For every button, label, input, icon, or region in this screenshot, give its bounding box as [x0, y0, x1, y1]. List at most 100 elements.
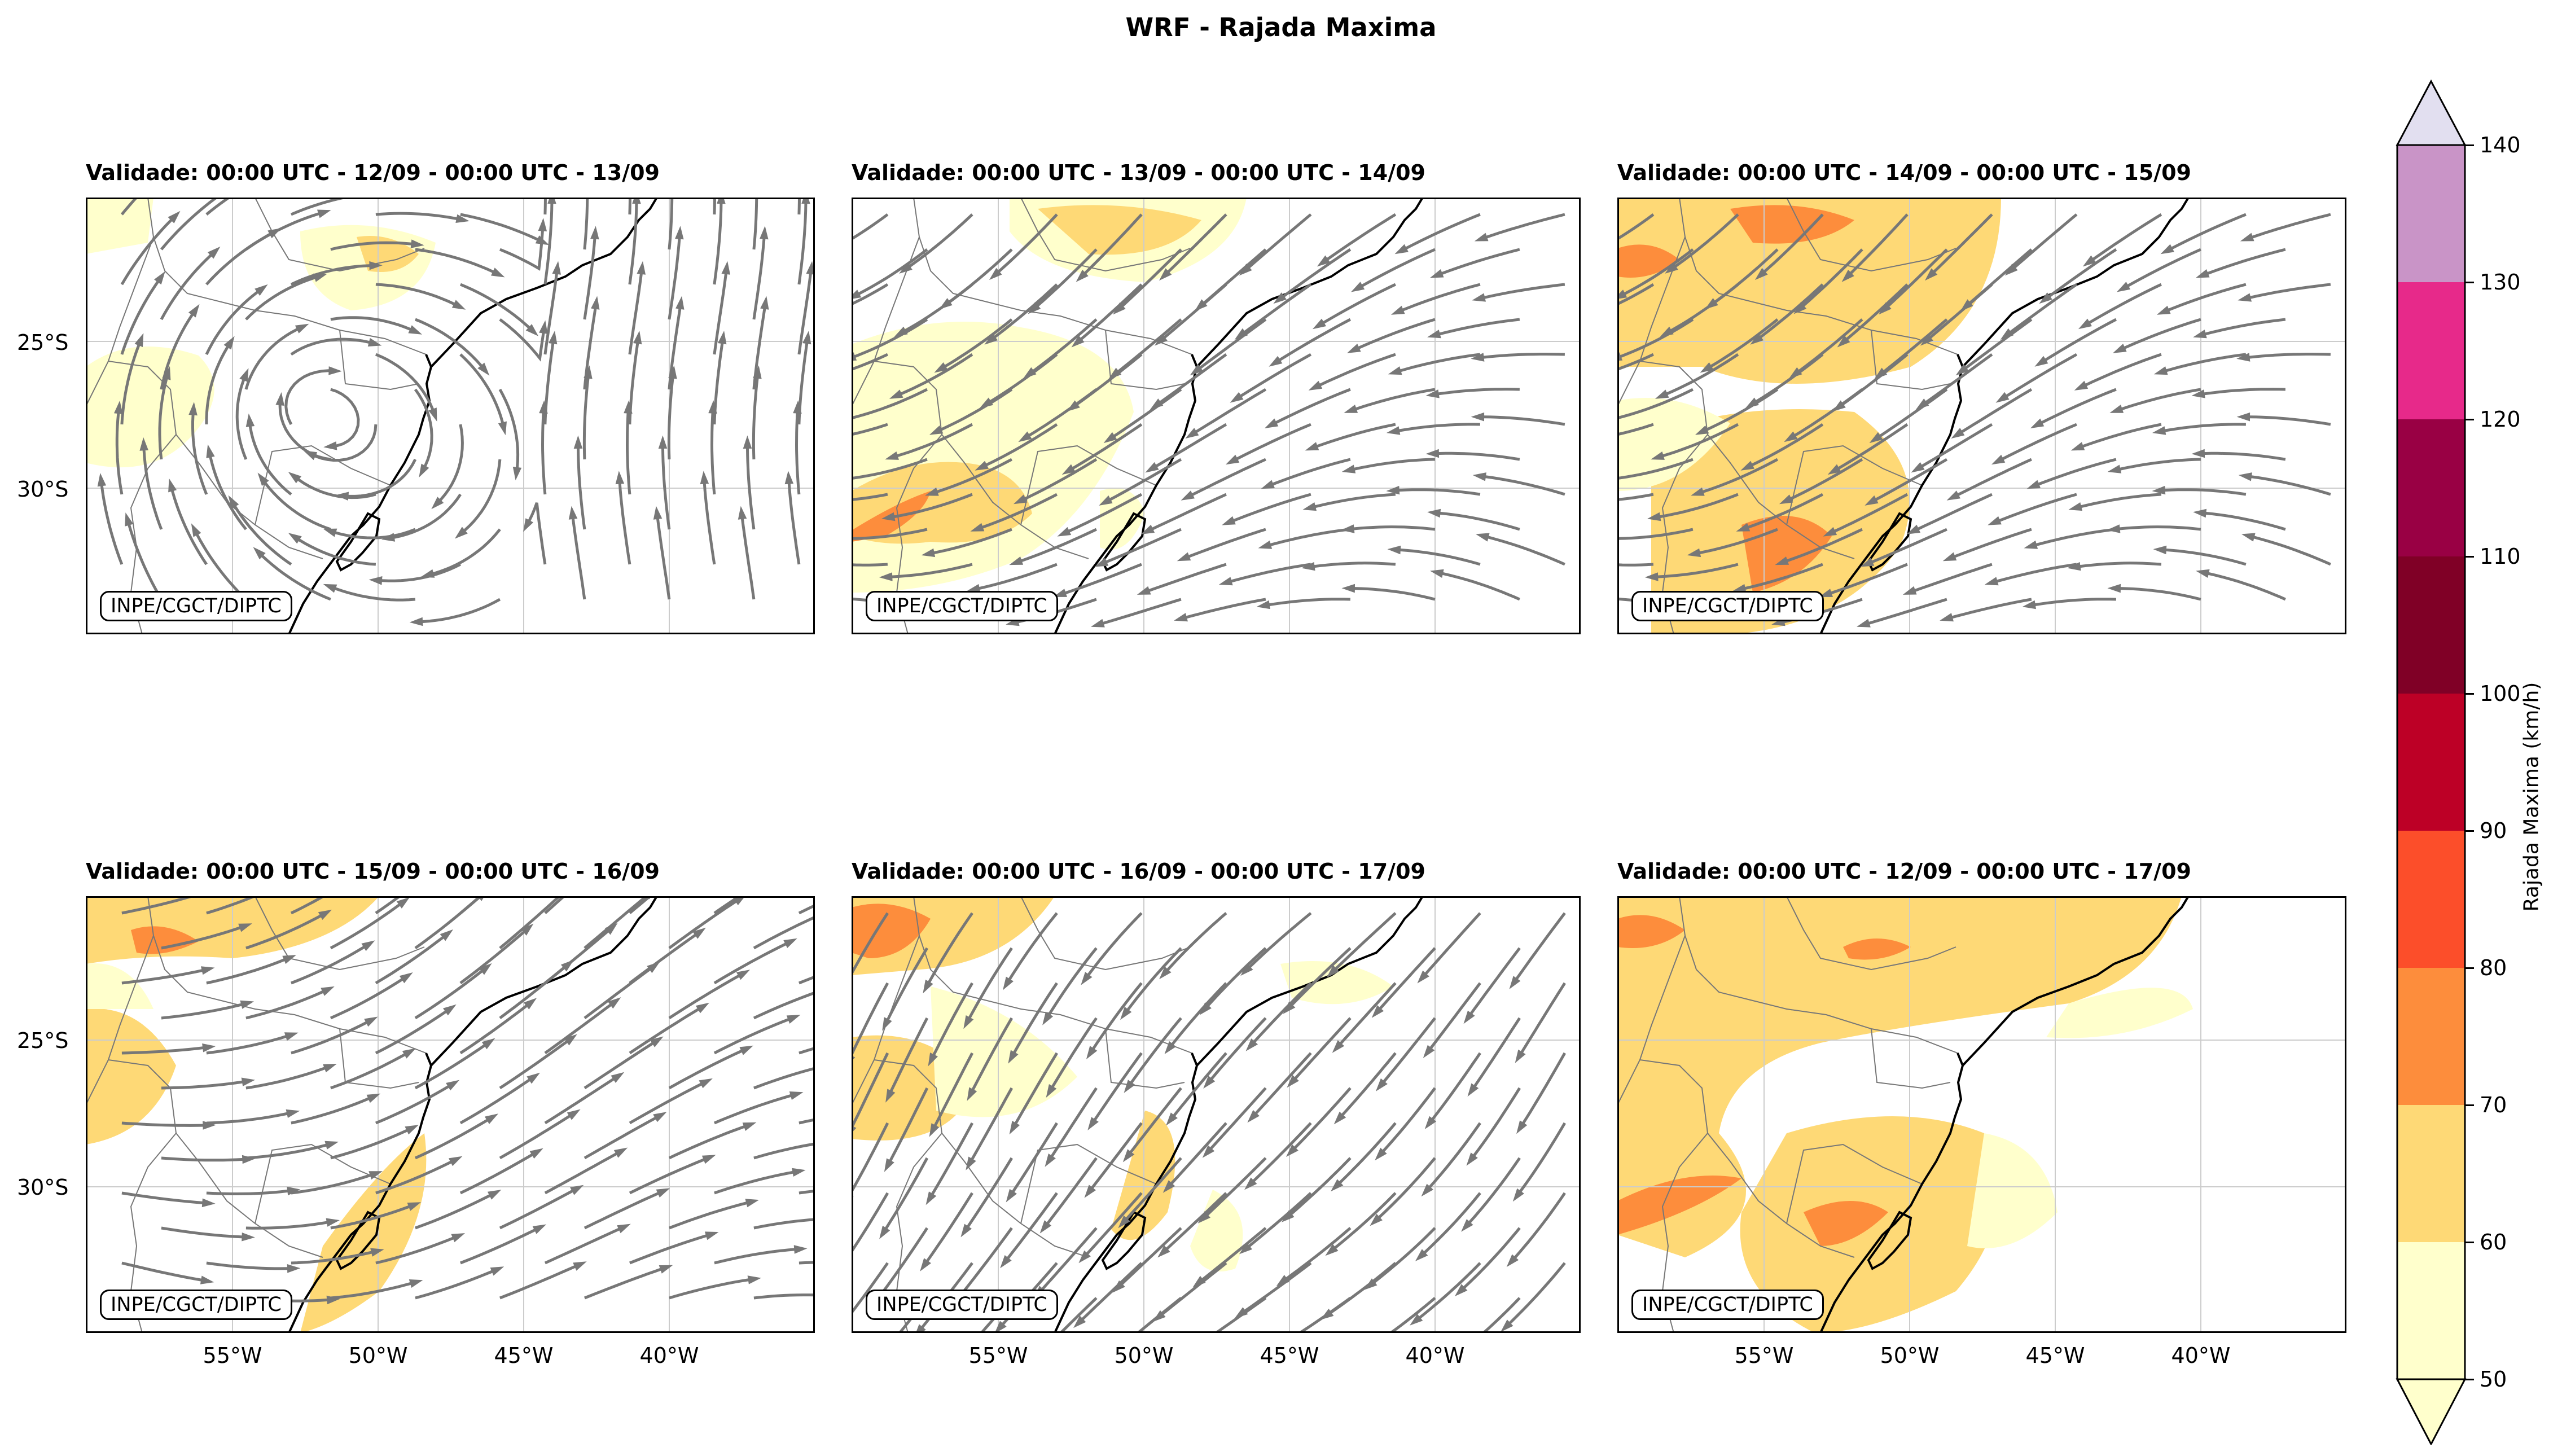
streamline: [121, 1191, 208, 1205]
coastline: [1054, 198, 1424, 634]
border-line: [108, 361, 323, 559]
credit-label: INPE/CGCT/DIPTC: [1631, 1290, 1824, 1320]
streamline: [2160, 353, 2247, 374]
streamline-arrow: [736, 970, 751, 980]
streamline: [2199, 318, 2286, 337]
panel-title: Validade: 00:00 UTC - 13/09 - 00:00 UTC …: [852, 160, 1425, 185]
streamline-arrow: [318, 909, 332, 920]
streamline: [1291, 1017, 1352, 1084]
streamline: [1348, 525, 1436, 531]
streamline-arrow: [323, 584, 337, 593]
streamline: [1393, 423, 1480, 433]
streamline: [1425, 1122, 1481, 1192]
lagoon: [335, 1211, 381, 1270]
gust-contour: [1038, 205, 1201, 255]
streamline-arrow: [223, 336, 235, 350]
streamline: [931, 1052, 974, 1132]
streamline-arrow: [1427, 330, 1441, 339]
streamline: [928, 1122, 974, 1200]
lon-label-50w: 50°W: [1880, 1343, 1940, 1368]
streamline: [1231, 423, 1311, 463]
streamline: [1394, 353, 1481, 374]
streamline-arrow: [1655, 389, 1669, 399]
streamline: [459, 1001, 532, 1055]
streamline: [1063, 493, 1143, 535]
streamline: [958, 1227, 1013, 1299]
streamline-arrow: [303, 450, 318, 461]
streamline-arrow: [704, 1231, 719, 1240]
streamline-arrow: [701, 1155, 716, 1164]
streamline-arrow: [313, 273, 327, 282]
streamline: [375, 1158, 457, 1195]
streamline: [1661, 353, 1739, 397]
streamline: [1151, 423, 1227, 471]
streamline-arrow: [1745, 397, 1759, 409]
streamline-arrow: [1823, 527, 1837, 537]
streamline-arrow: [925, 487, 939, 496]
streamline-arrow: [1045, 1154, 1056, 1167]
streamline: [499, 896, 561, 949]
streamline: [2083, 283, 2162, 327]
streamline-arrow: [637, 261, 646, 275]
credit-label: INPE/CGCT/DIPTC: [100, 591, 292, 621]
coast-northeast: [430, 198, 658, 368]
streamline-arrow: [1750, 333, 1763, 345]
streamline: [161, 924, 246, 950]
streamline-arrow: [656, 1188, 670, 1198]
streamline-arrow: [1331, 1179, 1344, 1192]
streamline: [1147, 493, 1227, 533]
streamline: [1309, 493, 1396, 510]
streamline: [1011, 1052, 1059, 1129]
streamline: [261, 477, 331, 531]
streamline-arrow: [1388, 366, 1402, 375]
streamline-arrow: [1008, 1050, 1019, 1064]
streamline: [375, 1234, 459, 1265]
border-line: [874, 361, 1089, 559]
streamline: [713, 198, 716, 215]
streamline-arrow: [1234, 328, 1248, 340]
streamline: [1206, 1087, 1267, 1154]
streamline: [459, 1076, 535, 1125]
lon-label-50w: 50°W: [348, 1343, 408, 1368]
streamline: [499, 1037, 572, 1090]
streamline-arrow: [286, 1109, 300, 1118]
streamline: [571, 513, 586, 600]
streamline: [543, 198, 547, 215]
streamline-arrow: [738, 506, 747, 520]
streamline: [1104, 458, 1182, 503]
streamline: [290, 896, 327, 915]
streamline: [1166, 1122, 1227, 1189]
streamline: [330, 1126, 413, 1160]
streamline-arrow: [162, 366, 171, 380]
streamline: [1925, 283, 1993, 343]
streamline-arrow: [1273, 292, 1287, 304]
streamline: [1400, 213, 1481, 252]
streamline-arrow: [739, 1045, 753, 1055]
streamline-arrow: [1371, 1005, 1384, 1018]
streamline-arrow: [396, 897, 410, 909]
streamline: [667, 372, 675, 460]
streamline-arrow: [2082, 255, 2096, 267]
streamline: [628, 198, 638, 285]
streamline-arrow: [960, 1223, 972, 1238]
streamline-arrow: [2238, 293, 2252, 302]
streamline-arrow: [650, 1036, 664, 1047]
streamline-arrow: [963, 1015, 974, 1029]
streamline-arrow: [1301, 562, 1315, 571]
streamline: [191, 409, 208, 495]
streamline: [330, 900, 405, 950]
streamline: [963, 1157, 1014, 1233]
streamline-arrow: [1911, 462, 1925, 473]
streamline-arrow: [1387, 545, 1401, 555]
gust-contour: [1617, 915, 1685, 948]
streamline: [1825, 563, 1908, 597]
streamline: [625, 407, 631, 495]
streamline: [1397, 283, 1481, 314]
streamline-arrow: [2117, 282, 2131, 292]
streamline-arrow: [449, 1156, 463, 1166]
streamline-arrow: [1515, 1049, 1526, 1063]
streamlines: [121, 896, 815, 1319]
streamline-arrow: [1094, 558, 1109, 567]
streamline: [330, 1280, 416, 1300]
streamline-arrow: [1474, 233, 1489, 242]
